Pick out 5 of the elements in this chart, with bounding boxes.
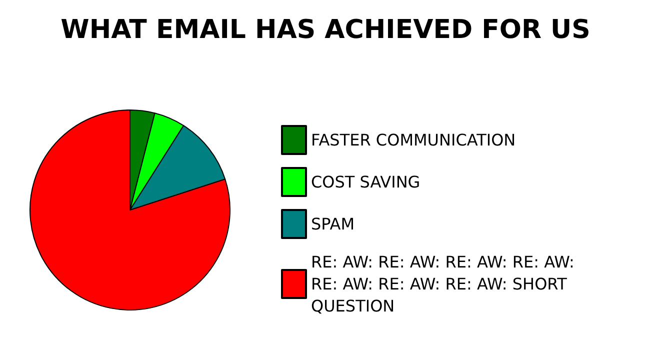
legend-label: FASTER COMMUNICATION: [311, 130, 516, 150]
legend-label: COST SAVING: [311, 172, 420, 192]
legend-label: SPAM: [311, 214, 355, 234]
chart-title: WHAT EMAIL HAS ACHIEVED FOR US: [60, 15, 590, 45]
legend-label: RE: AW: RE: AW: RE: AW: RE: AW: RE: AW: RE: AW: RE: AW: SHORT QUESTION: [311, 252, 580, 316]
